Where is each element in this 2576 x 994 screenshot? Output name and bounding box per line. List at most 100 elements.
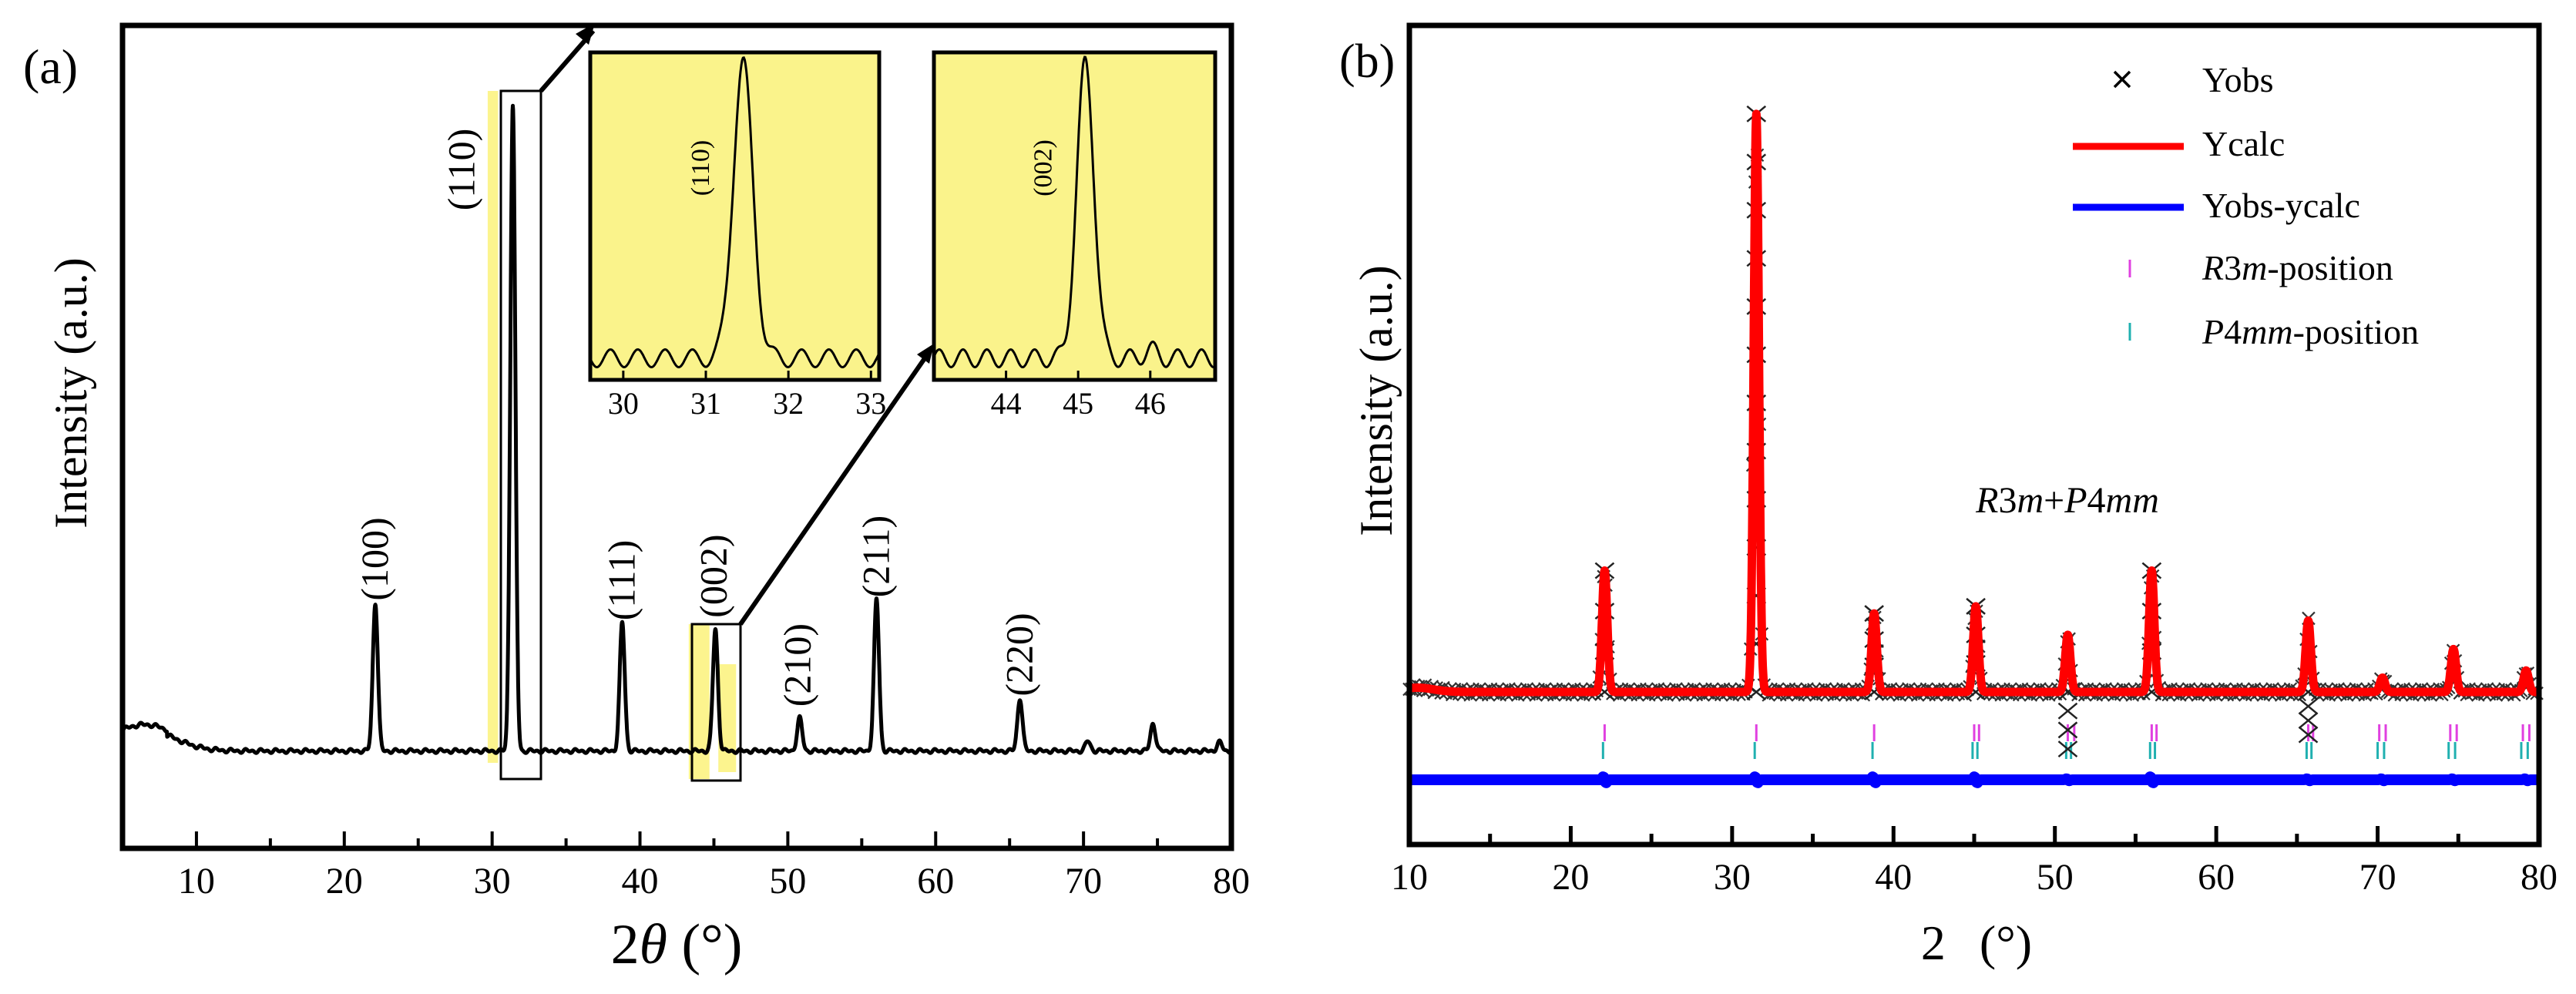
x-tick-label: 70	[1065, 861, 1102, 902]
x-tick-label: 30	[1714, 857, 1751, 898]
panel-b-x-axis-label: 2 (°)	[1921, 915, 2032, 970]
inset-x-tick-label: 33	[855, 386, 886, 421]
inset-x-tick-label: 30	[608, 386, 639, 421]
panel-a-label: (a)	[23, 39, 78, 94]
x-tick-label: 10	[1391, 857, 1428, 898]
x-axis-label-number: 2	[611, 913, 640, 976]
x-tick-label: 40	[1875, 857, 1912, 898]
x-tick-label: 80	[1213, 861, 1250, 902]
legend-item-r3m: R3m-position	[2128, 248, 2393, 287]
legend-p4mm-p: P	[2202, 312, 2224, 351]
x-axis-ticks: 10 20 30 40 50 60 70 80	[178, 831, 1250, 902]
xrd-pattern-line	[120, 103, 1233, 755]
zoom-box	[690, 623, 742, 782]
panel-b: (b) Intensity (a.u.) 10 20 30 40 50 60 70 80 R3…	[1339, 22, 2558, 970]
legend-p4mm-mm: mm	[2242, 312, 2292, 351]
legend-p4mm-suffix: -position	[2293, 312, 2420, 351]
annotation-3: 3	[1998, 480, 2017, 521]
annotation-plus: +	[2044, 480, 2064, 521]
legend-p4mm-label: P4mm-position	[2202, 312, 2419, 351]
x-tick-label: 60	[917, 861, 954, 902]
panel-a-plot-frame	[119, 22, 1234, 851]
panel-a-y-axis-label: Intensity (a.u.)	[45, 257, 96, 529]
peak-label: (210)	[776, 623, 819, 707]
x-axis-label-unit: (°)	[667, 913, 742, 976]
legend-yobs-marker	[2113, 70, 2131, 89]
phase-annotation: R3m+P4mm	[1975, 480, 2159, 521]
legend-item-ycalc: Ycalc	[2073, 124, 2285, 163]
x-tick-label: 50	[2037, 857, 2074, 898]
peak-labels: (100) (110) (111) (002) (210) (211) (220)	[353, 129, 1041, 707]
inset-x-tick-label: 32	[773, 386, 804, 421]
ycalc-line	[1405, 109, 2543, 697]
annotation-mm: mm	[2106, 480, 2159, 521]
yobs-marker	[2057, 740, 2078, 758]
yobs-marker	[2298, 697, 2319, 715]
legend: Yobs Ycalc Yobs-ycalc R3m-position P4mm-…	[2073, 60, 2419, 351]
yobs-ycalc-line	[1405, 771, 2544, 788]
zoom-arrowhead	[576, 23, 595, 45]
yobs-marker	[2298, 726, 2319, 744]
legend-item-p4mm: P4mm-position	[2128, 312, 2419, 351]
legend-r3m-r: R	[2202, 248, 2224, 287]
peak-label: (100)	[353, 517, 396, 600]
legend-yobs-label: Yobs	[2202, 60, 2274, 99]
inset-x-tick-label: 46	[1135, 386, 1166, 421]
legend-r3m-3: 3	[2224, 248, 2242, 287]
inset-1: 44 45 46 (002)	[932, 50, 1217, 421]
legend-r3m-label: R3m-position	[2202, 248, 2393, 287]
panel-a-x-axis-label: 2θ (°)	[611, 913, 743, 976]
annotation-4: 4	[2087, 480, 2106, 521]
inset-x-tick-label: 44	[991, 386, 1022, 421]
zoom-box	[499, 89, 542, 781]
x-tick-label: 30	[474, 861, 511, 902]
annotation-m: m	[2017, 480, 2044, 521]
peak-label: (211)	[855, 515, 898, 597]
x-axis-label-number: 2	[1921, 915, 1946, 970]
inset-0: 30 31 32 33 (110)	[588, 50, 886, 421]
peak-label: (111)	[600, 540, 643, 621]
zoom-arrow	[738, 349, 932, 626]
yobs-marker	[2298, 712, 2319, 730]
panel-b-label: (b)	[1339, 35, 1395, 88]
yobs-marker	[2057, 721, 2078, 739]
inset-peak-label: (002)	[1029, 139, 1058, 196]
zoom-arrowhead	[917, 344, 934, 364]
x-tick-label: 10	[178, 861, 215, 902]
legend-r3m-suffix: -position	[2267, 248, 2393, 287]
x-tick-label: 70	[2359, 857, 2396, 898]
legend-item-yobs: Yobs	[2113, 60, 2274, 99]
x-tick-label: 20	[1552, 857, 1589, 898]
peak-label: (110)	[440, 129, 483, 210]
inset-x-tick-label: 45	[1063, 386, 1093, 421]
inset-line	[932, 55, 1216, 369]
inset-line	[589, 56, 880, 369]
highlight-band	[487, 91, 499, 763]
panel-b-plot-frame	[1406, 22, 2542, 848]
legend-p4mm-4: 4	[2224, 312, 2242, 351]
annotation-r: R	[1975, 480, 1998, 521]
insets: 30 31 32 33 (110) 44 45 46 (002)	[588, 50, 1217, 421]
inset-frame	[588, 50, 882, 382]
x-axis-ticks: 10 20 30 40 50 60 70 80	[1391, 826, 2558, 898]
x-tick-label: 50	[769, 861, 806, 902]
inset-peak-label: (110)	[687, 140, 715, 196]
peak-label: (220)	[998, 613, 1041, 696]
zoom-guides	[499, 23, 934, 782]
panel-a: (a) Intensity (a.u.) (100) (110) (111) (002…	[23, 22, 1250, 976]
x-axis-label-unit: (°)	[1980, 915, 2032, 970]
inset-x-tick-label: 31	[690, 386, 721, 421]
panel-b-y-axis-label: Intensity (a.u.)	[1351, 265, 1402, 536]
annotation-p: P	[2064, 480, 2087, 521]
legend-r3m-m: m	[2242, 248, 2267, 287]
yobs-marker	[2057, 702, 2078, 720]
x-axis-label-theta: θ	[640, 913, 667, 976]
legend-diff-label: Yobs-ycalc	[2202, 186, 2360, 225]
x-tick-label: 80	[2521, 857, 2558, 898]
legend-ycalc-label: Ycalc	[2202, 124, 2285, 163]
peak-label: (002)	[691, 535, 734, 618]
x-tick-label: 40	[622, 861, 659, 902]
x-tick-label: 20	[326, 861, 363, 902]
x-tick-label: 60	[2198, 857, 2235, 898]
